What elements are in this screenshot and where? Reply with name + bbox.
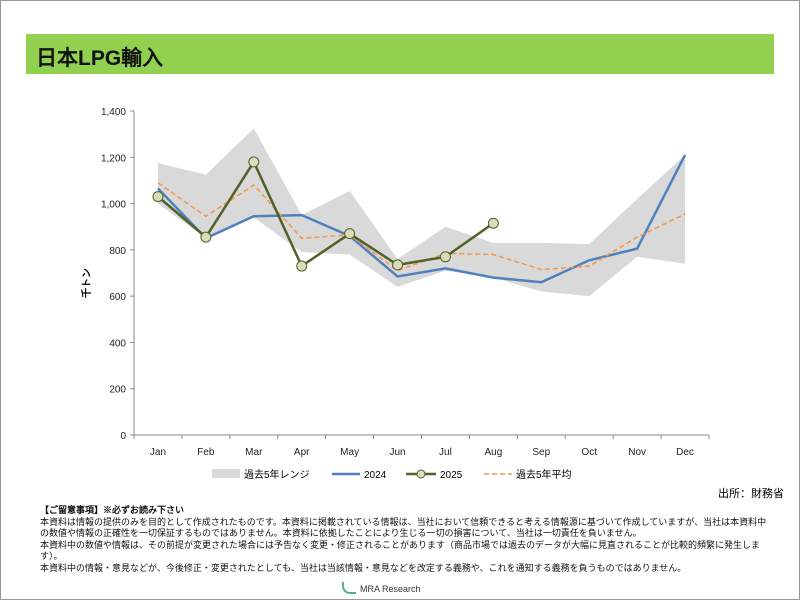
page-title: 日本LPG輸入 [36, 47, 164, 70]
data-point-2025 [439, 251, 451, 263]
data-point-2025 [152, 191, 164, 203]
logo: MRA Research [342, 582, 421, 594]
x-tick-label: Oct [581, 447, 597, 458]
x-tick-label: May [340, 447, 359, 458]
data-point-2025 [200, 231, 212, 243]
y-tick-label: 1,400 [101, 107, 126, 118]
legend-label-2024: 2024 [364, 470, 387, 481]
data-point-2025 [344, 228, 356, 240]
legend-label-range: 過去5年レンジ [244, 468, 310, 481]
x-tick-label: Nov [628, 447, 646, 458]
disclaimer-line: 本資料中の数値や情報は、その前提が変更された場合には予告なく変更・修正されること… [40, 539, 761, 562]
x-tick-label: Jun [389, 447, 405, 458]
data-point-2025 [296, 260, 308, 272]
data-point-2025 [392, 259, 404, 271]
legend-swatch-range [212, 469, 240, 478]
title-bar: 日本LPG輸入 [26, 34, 774, 74]
x-tick-label: Jan [150, 447, 166, 458]
y-tick-label: 400 [109, 338, 126, 349]
x-tick-label: Feb [197, 447, 215, 458]
series-line-2024 [157, 154, 687, 284]
y-tick-label: 200 [109, 385, 126, 396]
chart: 0 200 400 600 800 1,000 1,200 1,400 Jan Feb Mar Apr… [80, 107, 710, 481]
disclaimer: 【ご留意事項】※必ずお読み下さい 本資料は情報の提供のみを目的として作成されたも… [40, 505, 770, 574]
y-axis-label: 千トン [80, 268, 93, 298]
x-tick-label: Sep [532, 447, 550, 458]
range-area [157, 128, 686, 297]
x-tick-label: Dec [676, 447, 694, 458]
disclaimer-heading: 【ご留意事項】※必ずお読み下さい [40, 505, 185, 515]
disclaimer-line: 本資料中の情報・意見などが、今後修正・変更されたとしても、当社は当該情報・意見な… [40, 562, 687, 573]
data-point-2025 [487, 217, 499, 229]
x-tick-label: Jul [439, 447, 452, 458]
data-point-2025 [248, 156, 260, 168]
y-tick-label: 1,200 [101, 153, 126, 164]
legend-marker-2025 [416, 469, 426, 479]
logo-text: MRA Research [360, 584, 421, 594]
y-tick-label: 800 [109, 246, 126, 257]
y-tick-label: 0 [120, 431, 126, 442]
x-tick-label: Mar [245, 447, 263, 458]
logo-icon [342, 582, 356, 594]
legend-label-avg: 過去5年平均 [516, 468, 572, 481]
disclaimer-line: 本資料は情報の提供のみを目的として作成されたものです。本資料に掲載されている情報… [40, 516, 767, 539]
source-note: 出所：財務省 [718, 488, 784, 500]
legend-label-2025: 2025 [440, 470, 463, 481]
x-tick-label: Aug [484, 447, 502, 458]
x-tick-label: Apr [294, 447, 310, 458]
y-tick-label: 1,000 [101, 200, 126, 211]
series-line-2025 [157, 159, 495, 268]
y-tick-label: 600 [109, 292, 126, 303]
